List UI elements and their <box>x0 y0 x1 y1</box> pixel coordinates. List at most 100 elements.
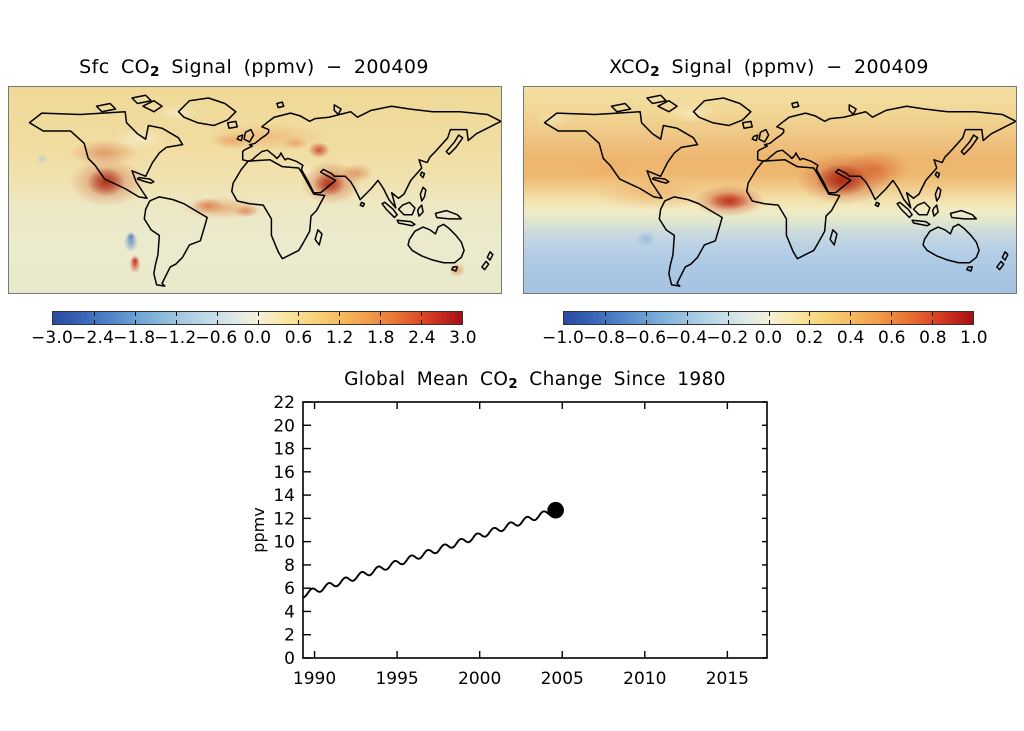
colorbar-tick-label: −0.4 <box>665 328 708 348</box>
colorbar-tick <box>891 320 893 324</box>
y-axis-tick-label: 0 <box>284 649 295 669</box>
colorbar-tick-label: 0.4 <box>836 328 865 348</box>
x-axis-tick-label: 2000 <box>458 669 501 689</box>
y-axis-tick-label: 18 <box>273 440 295 460</box>
colorbar-tick-label: −0.2 <box>706 328 749 348</box>
y-axis-tick-label: 4 <box>284 602 295 622</box>
colorbar-tick-label: −3.0 <box>30 328 74 348</box>
subscript-2: 2 <box>508 376 518 392</box>
colorbar-tick <box>891 312 893 316</box>
colorbar-tick <box>686 320 688 324</box>
sfc-co2-anomaly-map <box>8 86 502 294</box>
colorbar-tick <box>216 320 218 324</box>
co2-change-series-line <box>303 510 557 599</box>
y-axis-tick-label: 16 <box>273 463 295 483</box>
sfc-map-title: Sfc CO2 Signal (ppmv) − 200409 <box>8 54 500 80</box>
sfc-colorbar: −3.0 −2.4 −1.8 −1.2 −0.6 0.0 0.6 1.2 1.8 2.4 3.0 <box>31 311 477 355</box>
x-axis-tick-label: 2015 <box>706 669 749 689</box>
colorbar-tick <box>768 312 770 316</box>
colorbar-tick <box>932 312 934 316</box>
colorbar-tick <box>257 320 259 324</box>
colorbar-tick-label: 1.8 <box>366 328 395 348</box>
colorbar-tick <box>93 320 95 324</box>
y-axis-tick-label: 10 <box>273 533 295 553</box>
colorbar-tick <box>339 320 341 324</box>
colorbar-tick-label: 0.2 <box>795 328 824 348</box>
colorbar-tick-label: 1.0 <box>960 328 988 348</box>
current-month-marker <box>547 501 564 519</box>
colorbar-tick-label: 3.0 <box>449 328 477 348</box>
colorbar-tick <box>339 312 341 316</box>
xco2-anomaly-map <box>523 86 1017 294</box>
colorbar-tick-label: −0.8 <box>583 328 626 348</box>
subscript-2: 2 <box>150 64 160 80</box>
colorbar-tick <box>298 320 300 324</box>
colorbar-tick <box>134 320 136 324</box>
xco2-map-title-prefix: XCO <box>609 56 651 78</box>
chart-frame <box>302 401 768 659</box>
chart-title-suffix: Change Since 1980 <box>518 369 726 390</box>
y-axis-tick-label: 14 <box>273 486 295 506</box>
colorbar-tick <box>134 312 136 316</box>
co2-change-line-chart: 1990 1995 2000 2005 2010 2015 0 2 4 6 8 10 12 14 16 18 2… <box>249 393 768 689</box>
colorbar-tick <box>298 312 300 316</box>
colorbar-tick-label: 0.0 <box>754 328 783 348</box>
y-axis-tick-label: 22 <box>273 393 295 413</box>
colorbar-tick <box>850 312 852 316</box>
colorbar-tick <box>727 320 729 324</box>
coastlines-icon <box>28 94 501 287</box>
colorbar-tick <box>175 320 177 324</box>
colorbar-tick-label: −2.4 <box>72 328 115 348</box>
colorbar-tick-label: −1.2 <box>154 328 197 348</box>
colorbar-tick <box>421 320 423 324</box>
xco2-map-title: XCO2 Signal (ppmv) − 200409 <box>523 54 1015 80</box>
colorbar-tick <box>645 320 647 324</box>
colorbar-tick <box>421 312 423 316</box>
colorbar-tick-label: 0.6 <box>284 328 313 348</box>
colorbar-tick <box>216 312 218 316</box>
y-axis-tick-label: 6 <box>284 579 295 599</box>
x-axis-tick-label: 2010 <box>623 669 666 689</box>
colorbar-tick <box>768 320 770 324</box>
colorbar-tick-label: −0.6 <box>624 328 667 348</box>
colorbar-tick-label: −0.6 <box>195 328 238 348</box>
chart-title-prefix: Global Mean CO <box>344 369 509 390</box>
y-axis-tick-label: 2 <box>284 626 295 646</box>
colorbar-tick <box>175 312 177 316</box>
colorbar-tick-label: 0.8 <box>919 328 947 348</box>
colorbar-tick <box>604 320 606 324</box>
colorbar-tick <box>850 320 852 324</box>
colorbar-tick <box>93 312 95 316</box>
colorbar-tick-label: 1.2 <box>325 328 354 348</box>
xco2-map-title-suffix: Signal (ppmv) − 200409 <box>660 56 929 78</box>
y-axis-label: ppmv <box>249 507 268 552</box>
x-axis-tick-label: 1990 <box>293 669 336 689</box>
colorbar-tick <box>809 320 811 324</box>
colorbar-tick <box>604 312 606 316</box>
colorbar-tick-label: 0.0 <box>243 328 272 348</box>
colorbar-tick-label: −1.8 <box>113 328 156 348</box>
y-axis-tick-label: 12 <box>273 509 295 529</box>
colorbar-tick <box>257 312 259 316</box>
sfc-colorbar-labels: −3.0 −2.4 −1.8 −1.2 −0.6 0.0 0.6 1.2 1.8 2.4 3.0 <box>31 328 477 350</box>
y-axis-tick-label: 20 <box>273 416 295 436</box>
subscript-2: 2 <box>650 64 661 80</box>
xco2-colorbar: −1.0 −0.8 −0.6 −0.4 −0.2 0.0 0.2 0.4 0.6 0.8 1.0 <box>542 311 988 355</box>
chart-title: Global Mean CO2 Change Since 1980 <box>240 369 830 392</box>
x-axis-tick-label: 1995 <box>375 669 418 689</box>
sfc-colorbar-gradient <box>52 311 463 325</box>
colorbar-tick <box>380 320 382 324</box>
colorbar-tick <box>645 312 647 316</box>
xco2-colorbar-gradient <box>563 311 974 325</box>
sfc-map-title-suffix: Signal (ppmv) − 200409 <box>159 56 429 78</box>
colorbar-tick-label: −1.0 <box>541 328 585 348</box>
colorbar-tick <box>686 312 688 316</box>
colorbar-tick <box>380 312 382 316</box>
y-axis-tick-label: 8 <box>284 556 295 576</box>
xco2-colorbar-labels: −1.0 −0.8 −0.6 −0.4 −0.2 0.0 0.2 0.4 0.6 0.8 1.0 <box>542 328 988 350</box>
colorbar-tick-label: 0.6 <box>877 328 906 348</box>
x-axis-tick-label: 2005 <box>541 669 584 689</box>
colorbar-tick <box>727 312 729 316</box>
sfc-map-title-prefix: Sfc CO <box>79 56 151 78</box>
